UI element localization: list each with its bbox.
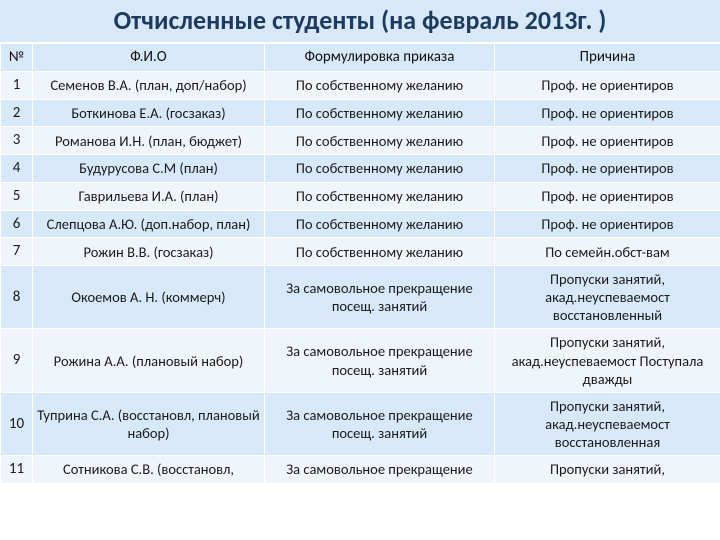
col-header-form: Формулировка приказа xyxy=(265,44,495,72)
table-row: 8Окоемов А. Н. (коммерч)За самовольное п… xyxy=(1,266,720,329)
cell-name: Гаврильева И.А. (план) xyxy=(33,182,265,210)
table-row: 11Сотникова С.В. (восстановл,За самоволь… xyxy=(1,456,720,484)
col-header-reason: Причина xyxy=(495,44,720,72)
cell-num: 4 xyxy=(1,155,33,183)
cell-name: Рожин В.В. (госзаказ) xyxy=(33,238,265,266)
cell-reason: Пропуски занятий, акад.неуспеваемост Пос… xyxy=(495,329,720,392)
cell-num: 8 xyxy=(1,266,33,329)
cell-name: Окоемов А. Н. (коммерч) xyxy=(33,266,265,329)
cell-num: 7 xyxy=(1,238,33,266)
cell-form: По собственному желанию xyxy=(265,71,495,99)
cell-num: 11 xyxy=(1,456,33,484)
cell-name: Боткинова Е.А. (госзаказ) xyxy=(33,99,265,127)
col-header-num: № xyxy=(1,44,33,72)
cell-name: Будурусова С.М (план) xyxy=(33,155,265,183)
page-title: Отчисленные студенты (на февраль 2013г. … xyxy=(0,0,720,43)
cell-num: 10 xyxy=(1,392,33,455)
cell-reason: Пропуски занятий, xyxy=(495,456,720,484)
cell-num: 1 xyxy=(1,71,33,99)
cell-reason: По семейн.обст-вам xyxy=(495,238,720,266)
table-header-row: № Ф.И.О Формулировка приказа Причина xyxy=(1,44,720,72)
cell-form: По собственному желанию xyxy=(265,127,495,155)
table-row: 1Семенов В.А. (план, доп/набор)По собств… xyxy=(1,71,720,99)
table-row: 7Рожин В.В. (госзаказ)По собственному же… xyxy=(1,238,720,266)
cell-name: Семенов В.А. (план, доп/набор) xyxy=(33,71,265,99)
cell-num: 5 xyxy=(1,182,33,210)
cell-name: Слепцова А.Ю. (доп.набор, план) xyxy=(33,210,265,238)
table-row: 10Туприна С.А. (восстановл, плановый наб… xyxy=(1,392,720,455)
cell-form: По собственному желанию xyxy=(265,182,495,210)
cell-name: Романова И.Н. (план, бюджет) xyxy=(33,127,265,155)
table-row: 5Гаврильева И.А. (план)По собственному ж… xyxy=(1,182,720,210)
cell-form: За самовольное прекращение посещ. заняти… xyxy=(265,266,495,329)
cell-form: По собственному желанию xyxy=(265,99,495,127)
page: Отчисленные студенты (на февраль 2013г. … xyxy=(0,0,720,540)
cell-name: Туприна С.А. (восстановл, плановый набор… xyxy=(33,392,265,455)
cell-reason: Проф. не ориентиров xyxy=(495,99,720,127)
cell-num: 6 xyxy=(1,210,33,238)
cell-num: 2 xyxy=(1,99,33,127)
cell-reason: Проф. не ориентиров xyxy=(495,71,720,99)
cell-reason: Проф. не ориентиров xyxy=(495,127,720,155)
cell-name: Рожина А.А. (плановый набор) xyxy=(33,329,265,392)
cell-reason: Проф. не ориентиров xyxy=(495,155,720,183)
table-row: 6Слепцова А.Ю. (доп.набор, план)По собст… xyxy=(1,210,720,238)
table-row: 9Рожина А.А. (плановый набор)За самоволь… xyxy=(1,329,720,392)
table-row: 3Романова И.Н. (план, бюджет)По собствен… xyxy=(1,127,720,155)
col-header-name: Ф.И.О xyxy=(33,44,265,72)
cell-reason: Пропуски занятий, акад.неуспеваемост вос… xyxy=(495,266,720,329)
cell-reason: Пропуски занятий, акад.неуспеваемост вос… xyxy=(495,392,720,455)
cell-form: За самовольное прекращение посещ. заняти… xyxy=(265,392,495,455)
cell-form: За самовольное прекращение xyxy=(265,456,495,484)
cell-reason: Проф. не ориентиров xyxy=(495,210,720,238)
cell-reason: Проф. не ориентиров xyxy=(495,182,720,210)
cell-num: 3 xyxy=(1,127,33,155)
table-row: 2Боткинова Е.А. (госзаказ)По собственном… xyxy=(1,99,720,127)
cell-form: За самовольное прекращение посещ. заняти… xyxy=(265,329,495,392)
cell-form: По собственному желанию xyxy=(265,238,495,266)
students-table: № Ф.И.О Формулировка приказа Причина 1Се… xyxy=(0,43,720,484)
cell-name: Сотникова С.В. (восстановл, xyxy=(33,456,265,484)
cell-num: 9 xyxy=(1,329,33,392)
cell-form: По собственному желанию xyxy=(265,155,495,183)
cell-form: По собственному желанию xyxy=(265,210,495,238)
table-row: 4Будурусова С.М (план)По собственному же… xyxy=(1,155,720,183)
